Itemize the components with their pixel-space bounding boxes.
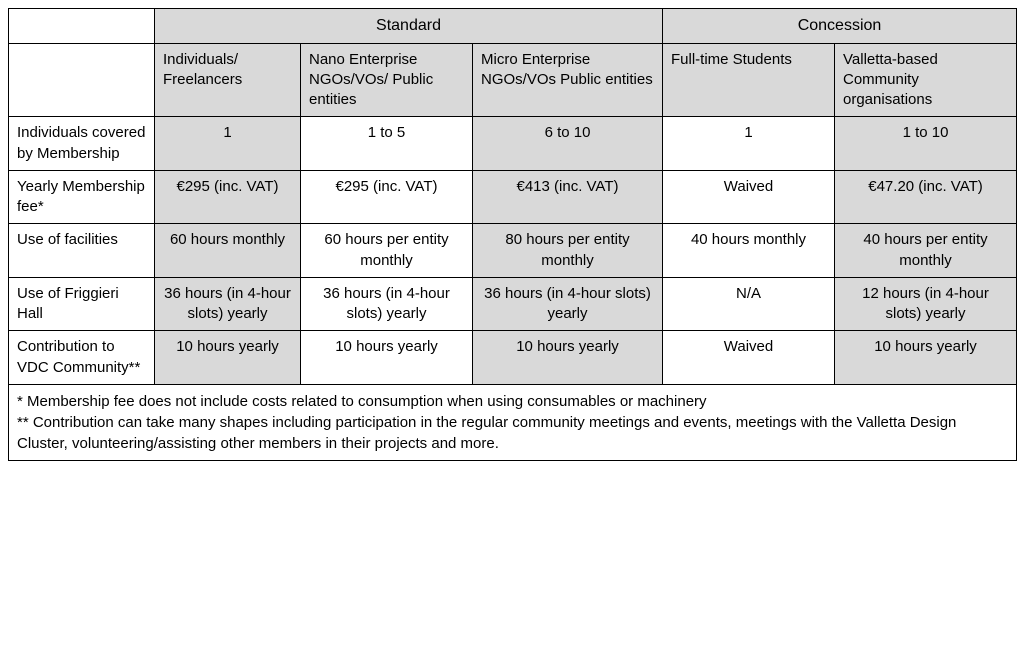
cell-friggieri-c2: 36 hours (in 4-hour slots) yearly <box>301 277 473 331</box>
cell-individuals-c5: 1 to 10 <box>835 117 1017 171</box>
corner-blank-2 <box>9 43 155 117</box>
cell-contribution-c3: 10 hours yearly <box>473 331 663 385</box>
row-individuals: Individuals covered by Membership 1 1 to… <box>9 117 1017 171</box>
footnote-2: ** Contribution can take many shapes inc… <box>17 412 1008 454</box>
cell-fee-c3: €413 (inc. VAT) <box>473 170 663 224</box>
cell-contribution-c2: 10 hours yearly <box>301 331 473 385</box>
cell-contribution-c1: 10 hours yearly <box>155 331 301 385</box>
cell-individuals-c1: 1 <box>155 117 301 171</box>
cell-facilities-c4: 40 hours monthly <box>663 224 835 278</box>
group-concession: Concession <box>663 9 1017 44</box>
col-nano-enterprise: Nano Enterprise NGOs/VOs/ Public entitie… <box>301 43 473 117</box>
cell-individuals-c3: 6 to 10 <box>473 117 663 171</box>
group-header-row: Standard Concession <box>9 9 1017 44</box>
cell-fee-c5: €47.20 (inc. VAT) <box>835 170 1017 224</box>
group-standard: Standard <box>155 9 663 44</box>
cell-contribution-c4: Waived <box>663 331 835 385</box>
cell-facilities-c3: 80 hours per entity monthly <box>473 224 663 278</box>
footnote-1: * Membership fee does not include costs … <box>17 391 1008 412</box>
col-individuals-freelancers: Individuals/ Freelancers <box>155 43 301 117</box>
col-valletta-community: Valletta-based Community organisations <box>835 43 1017 117</box>
row-facilities: Use of facilities 60 hours monthly 60 ho… <box>9 224 1017 278</box>
cell-friggieri-c1: 36 hours (in 4-hour slots) yearly <box>155 277 301 331</box>
cell-friggieri-c3: 36 hours (in 4-hour slots) yearly <box>473 277 663 331</box>
cell-fee-c1: €295 (inc. VAT) <box>155 170 301 224</box>
cell-facilities-c5: 40 hours per entity monthly <box>835 224 1017 278</box>
row-contribution-label: Contribution to VDC Community** <box>9 331 155 385</box>
footnote-row: * Membership fee does not include costs … <box>9 384 1017 460</box>
col-micro-enterprise: Micro Enterprise NGOs/VOs Public entitie… <box>473 43 663 117</box>
cell-fee-c4: Waived <box>663 170 835 224</box>
row-facilities-label: Use of facilities <box>9 224 155 278</box>
cell-friggieri-c5: 12 hours (in 4-hour slots) yearly <box>835 277 1017 331</box>
cell-individuals-c2: 1 to 5 <box>301 117 473 171</box>
membership-table: Standard Concession Individuals/ Freelan… <box>8 8 1017 461</box>
col-fulltime-students: Full-time Students <box>663 43 835 117</box>
cell-fee-c2: €295 (inc. VAT) <box>301 170 473 224</box>
corner-blank-1 <box>9 9 155 44</box>
cell-friggieri-c4: N/A <box>663 277 835 331</box>
row-fee-label: Yearly Membership fee* <box>9 170 155 224</box>
row-friggieri: Use of Friggieri Hall 36 hours (in 4-hou… <box>9 277 1017 331</box>
row-individuals-label: Individuals covered by Membership <box>9 117 155 171</box>
cell-contribution-c5: 10 hours yearly <box>835 331 1017 385</box>
row-friggieri-label: Use of Friggieri Hall <box>9 277 155 331</box>
cell-individuals-c4: 1 <box>663 117 835 171</box>
row-contribution: Contribution to VDC Community** 10 hours… <box>9 331 1017 385</box>
column-header-row: Individuals/ Freelancers Nano Enterprise… <box>9 43 1017 117</box>
footnote-cell: * Membership fee does not include costs … <box>9 384 1017 460</box>
cell-facilities-c2: 60 hours per entity monthly <box>301 224 473 278</box>
row-fee: Yearly Membership fee* €295 (inc. VAT) €… <box>9 170 1017 224</box>
cell-facilities-c1: 60 hours monthly <box>155 224 301 278</box>
